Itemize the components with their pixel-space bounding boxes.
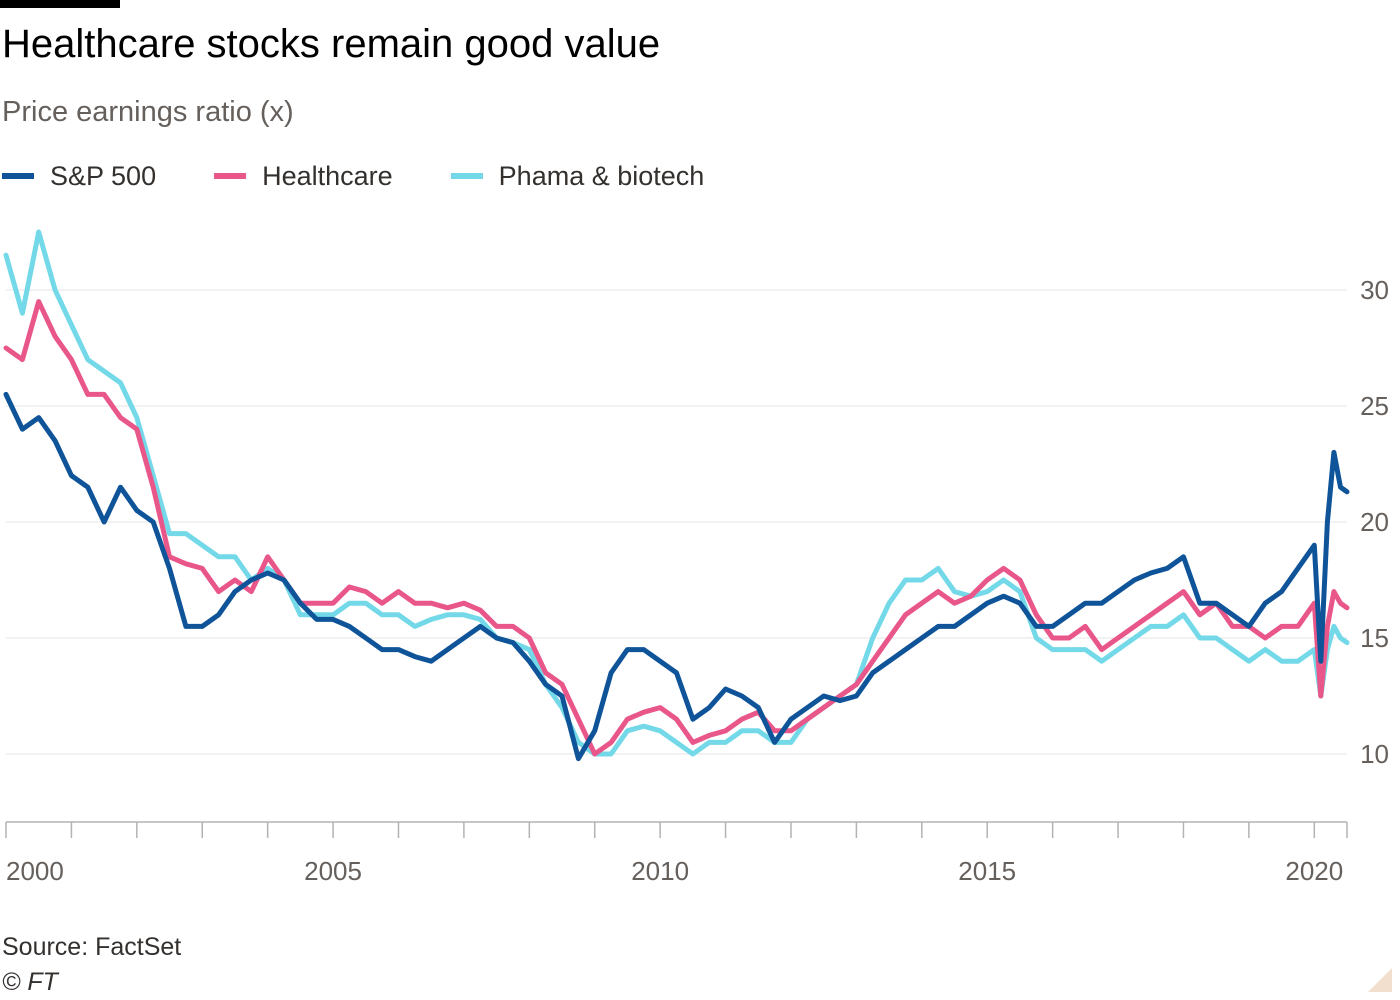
legend-swatch-sp500 [2, 173, 34, 179]
legend-item-pharma: Phama & biotech [450, 160, 705, 192]
credit-note: © FT [2, 968, 58, 996]
legend-swatch-pharma [450, 173, 483, 179]
series-line-pharma [3, 229, 1350, 757]
corner-mark-icon [1368, 968, 1392, 992]
y-tick-label-15: 15 [1360, 623, 1389, 653]
series-line-sp500 [3, 391, 1350, 762]
x-tick-label-2015: 2015 [958, 856, 1016, 886]
chart-title: Healthcare stocks remain good value [2, 22, 661, 66]
legend-label-sp500: S&P 500 [50, 160, 157, 191]
series-line-healthcare [3, 299, 1350, 757]
brand-bar [0, 0, 120, 8]
x-tick-label-2010: 2010 [631, 856, 689, 886]
x-tick-label-2020: 2020 [1285, 856, 1343, 886]
x-axis: 2000 2005 2010 2015 2020 [5, 821, 1348, 886]
legend: S&P 500 Healthcare Phama & biotech [2, 158, 762, 194]
line-chart: 2000 2005 2010 2015 2020 10 15 20 25 30 [3, 229, 1389, 886]
chart-subtitle: Price earnings ratio (x) [2, 96, 294, 128]
y-tick-label-20: 20 [1360, 507, 1389, 537]
y-tick-label-10: 10 [1360, 739, 1389, 769]
x-tick-label-2000: 2000 [6, 856, 64, 886]
y-tick-label-30: 30 [1360, 275, 1389, 305]
series-lines [3, 229, 1350, 762]
y-tick-label-25: 25 [1360, 391, 1389, 421]
gridlines [6, 289, 1347, 755]
legend-label-pharma: Phama & biotech [498, 160, 705, 191]
legend-swatch-healthcare [214, 173, 247, 179]
y-axis: 10 15 20 25 30 [1360, 275, 1389, 769]
legend-item-sp500: S&P 500 [2, 161, 156, 192]
legend-label-healthcare: Healthcare [262, 160, 393, 191]
source-note: Source: FactSet [2, 933, 182, 961]
x-tick-label-2005: 2005 [304, 856, 362, 886]
legend-item-healthcare: Healthcare [214, 161, 393, 192]
